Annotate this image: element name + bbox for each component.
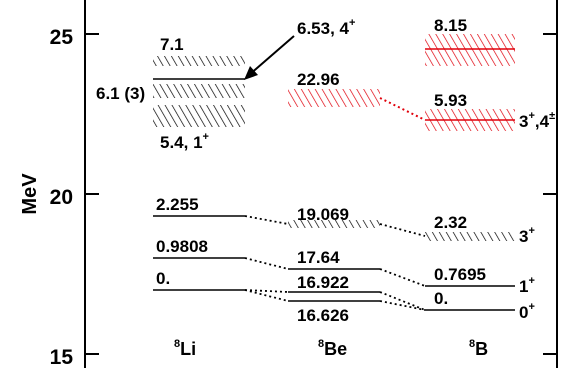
label-li8-gs: 0. — [156, 269, 170, 288]
connector-li8-0.98-be8 — [244, 257, 289, 270]
label-li8-6.53: 6.53, 4+ — [297, 17, 355, 38]
connector-be8-b8-gs-a — [379, 291, 426, 311]
label-b8-5.93: 5.93 — [434, 91, 467, 110]
label-be8-16.626: 16.626 — [297, 306, 349, 325]
connector-be8-b8-0.7695 — [379, 268, 426, 287]
level-be8-22.96 — [288, 89, 380, 107]
nucleus-label-li8: 8Li — [174, 338, 196, 359]
connector-li8-2.255-be8 — [244, 215, 289, 225]
label-li8-6.1: 6.1 (3) — [96, 84, 145, 103]
connector-be8-b8-gs-b — [379, 300, 426, 311]
label-b8-8.15: 8.15 — [434, 16, 467, 35]
label-li8-5.4: 5.4, 1+ — [160, 131, 209, 152]
label-be8-22.96: 22.96 — [297, 70, 340, 89]
tick-label-20: 20 — [50, 186, 73, 209]
jpi-b8-gs: 0+ — [519, 301, 535, 322]
axis-label: MeV — [19, 173, 41, 215]
jpi-b8-2.32: 3+ — [519, 225, 535, 246]
level-li8-7.1 — [153, 56, 245, 66]
level-li8-5.4 — [153, 105, 245, 127]
connector-be8-b8-2.32 — [379, 223, 426, 237]
label-be8-17.64: 17.64 — [297, 248, 340, 267]
jpi-b8-5.93: 3+,4± — [519, 110, 555, 131]
label-be8-19.069: 19.069 — [297, 205, 349, 224]
nucleus-label-be8: 8Be — [318, 338, 347, 359]
label-b8-0.7695: 0.7695 — [434, 265, 486, 284]
connector-be8-b8-5.93 — [379, 97, 426, 121]
connector-li8-gs-be8-b — [244, 289, 289, 302]
label-li8-2.255: 2.255 — [156, 195, 199, 214]
label-li8-7.1: 7.1 — [160, 35, 184, 54]
level-b8-8.15 — [425, 34, 515, 66]
label-be8-16.922: 16.922 — [297, 273, 349, 292]
nucleus-label-b8: 8B — [469, 338, 488, 359]
arrow-li8-6.53 — [248, 35, 295, 76]
level-li8-6.1 — [153, 84, 245, 98]
connector-li8-gs-be8-a — [244, 289, 289, 293]
tick-label-15: 15 — [50, 346, 74, 369]
label-b8-2.32: 2.32 — [434, 213, 467, 232]
level-be8-19.069 — [288, 220, 380, 228]
tick-label-25: 25 — [50, 26, 74, 49]
arrow-head-li8-6.53 — [244, 66, 258, 80]
label-b8-gs: 0. — [434, 289, 448, 308]
label-li8-0.98: 0.9808 — [156, 237, 208, 256]
level-b8-2.32 — [425, 232, 515, 241]
jpi-b8-0.7695: 1+ — [519, 275, 535, 296]
